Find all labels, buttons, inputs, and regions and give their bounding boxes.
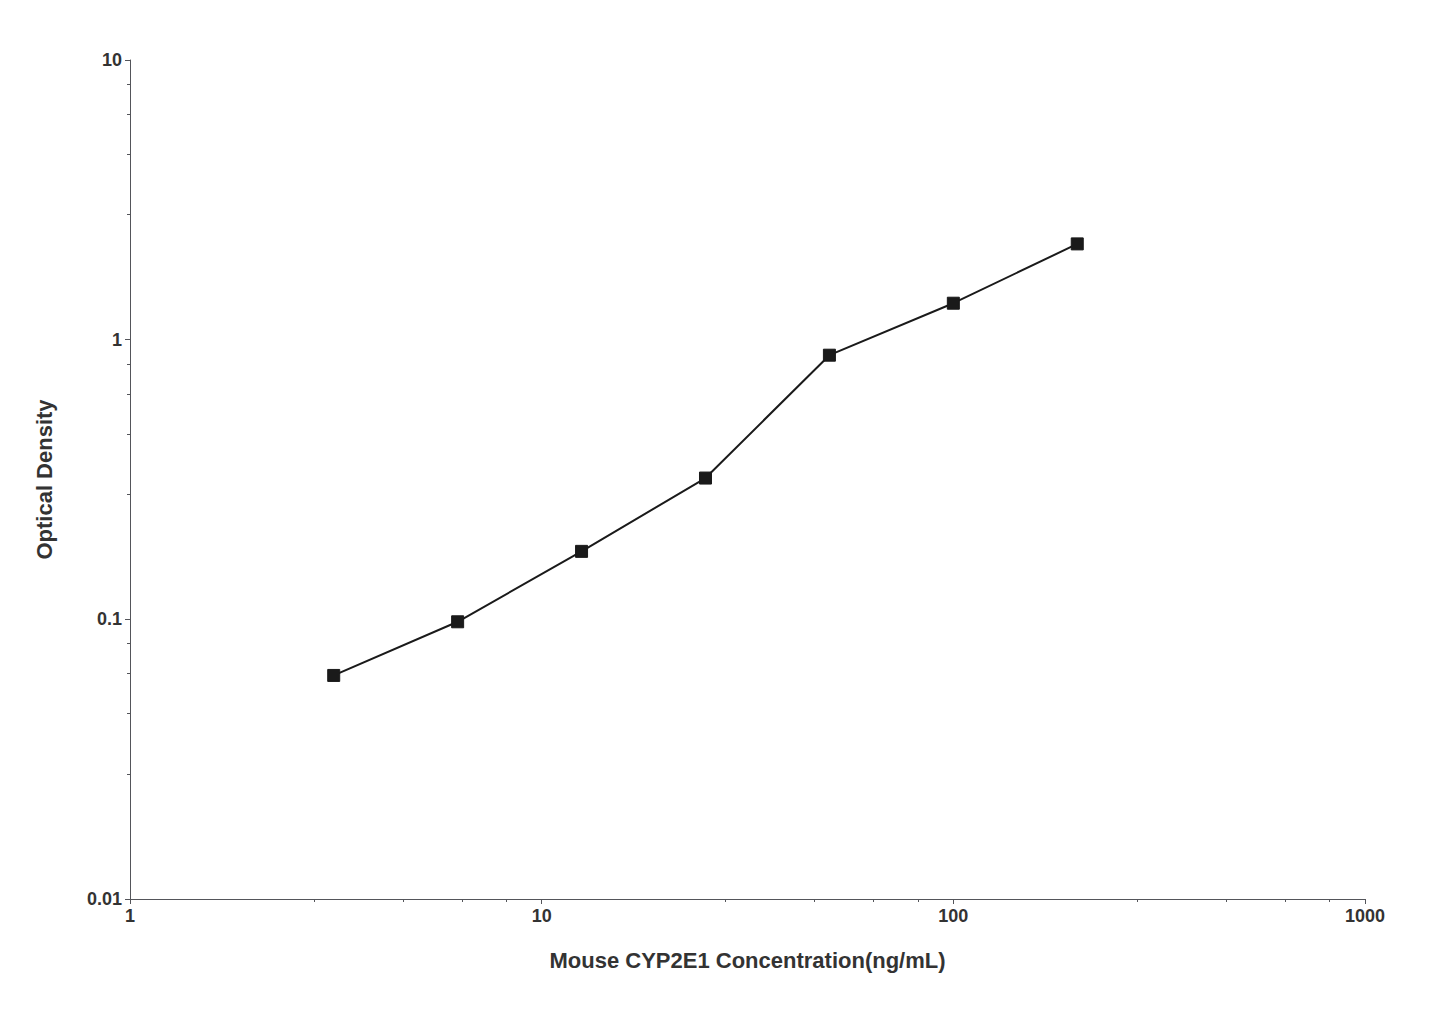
- svg-text:1: 1: [125, 906, 135, 926]
- svg-text:0.01: 0.01: [87, 889, 122, 909]
- svg-text:0.1: 0.1: [97, 609, 122, 629]
- svg-text:10: 10: [102, 50, 122, 70]
- svg-text:10: 10: [532, 906, 552, 926]
- svg-text:Mouse CYP2E1 Concentration(ng/: Mouse CYP2E1 Concentration(ng/mL): [549, 948, 945, 973]
- svg-text:Optical Density: Optical Density: [32, 399, 57, 560]
- svg-text:1000: 1000: [1345, 906, 1385, 926]
- svg-text:1: 1: [112, 330, 122, 350]
- svg-text:100: 100: [938, 906, 968, 926]
